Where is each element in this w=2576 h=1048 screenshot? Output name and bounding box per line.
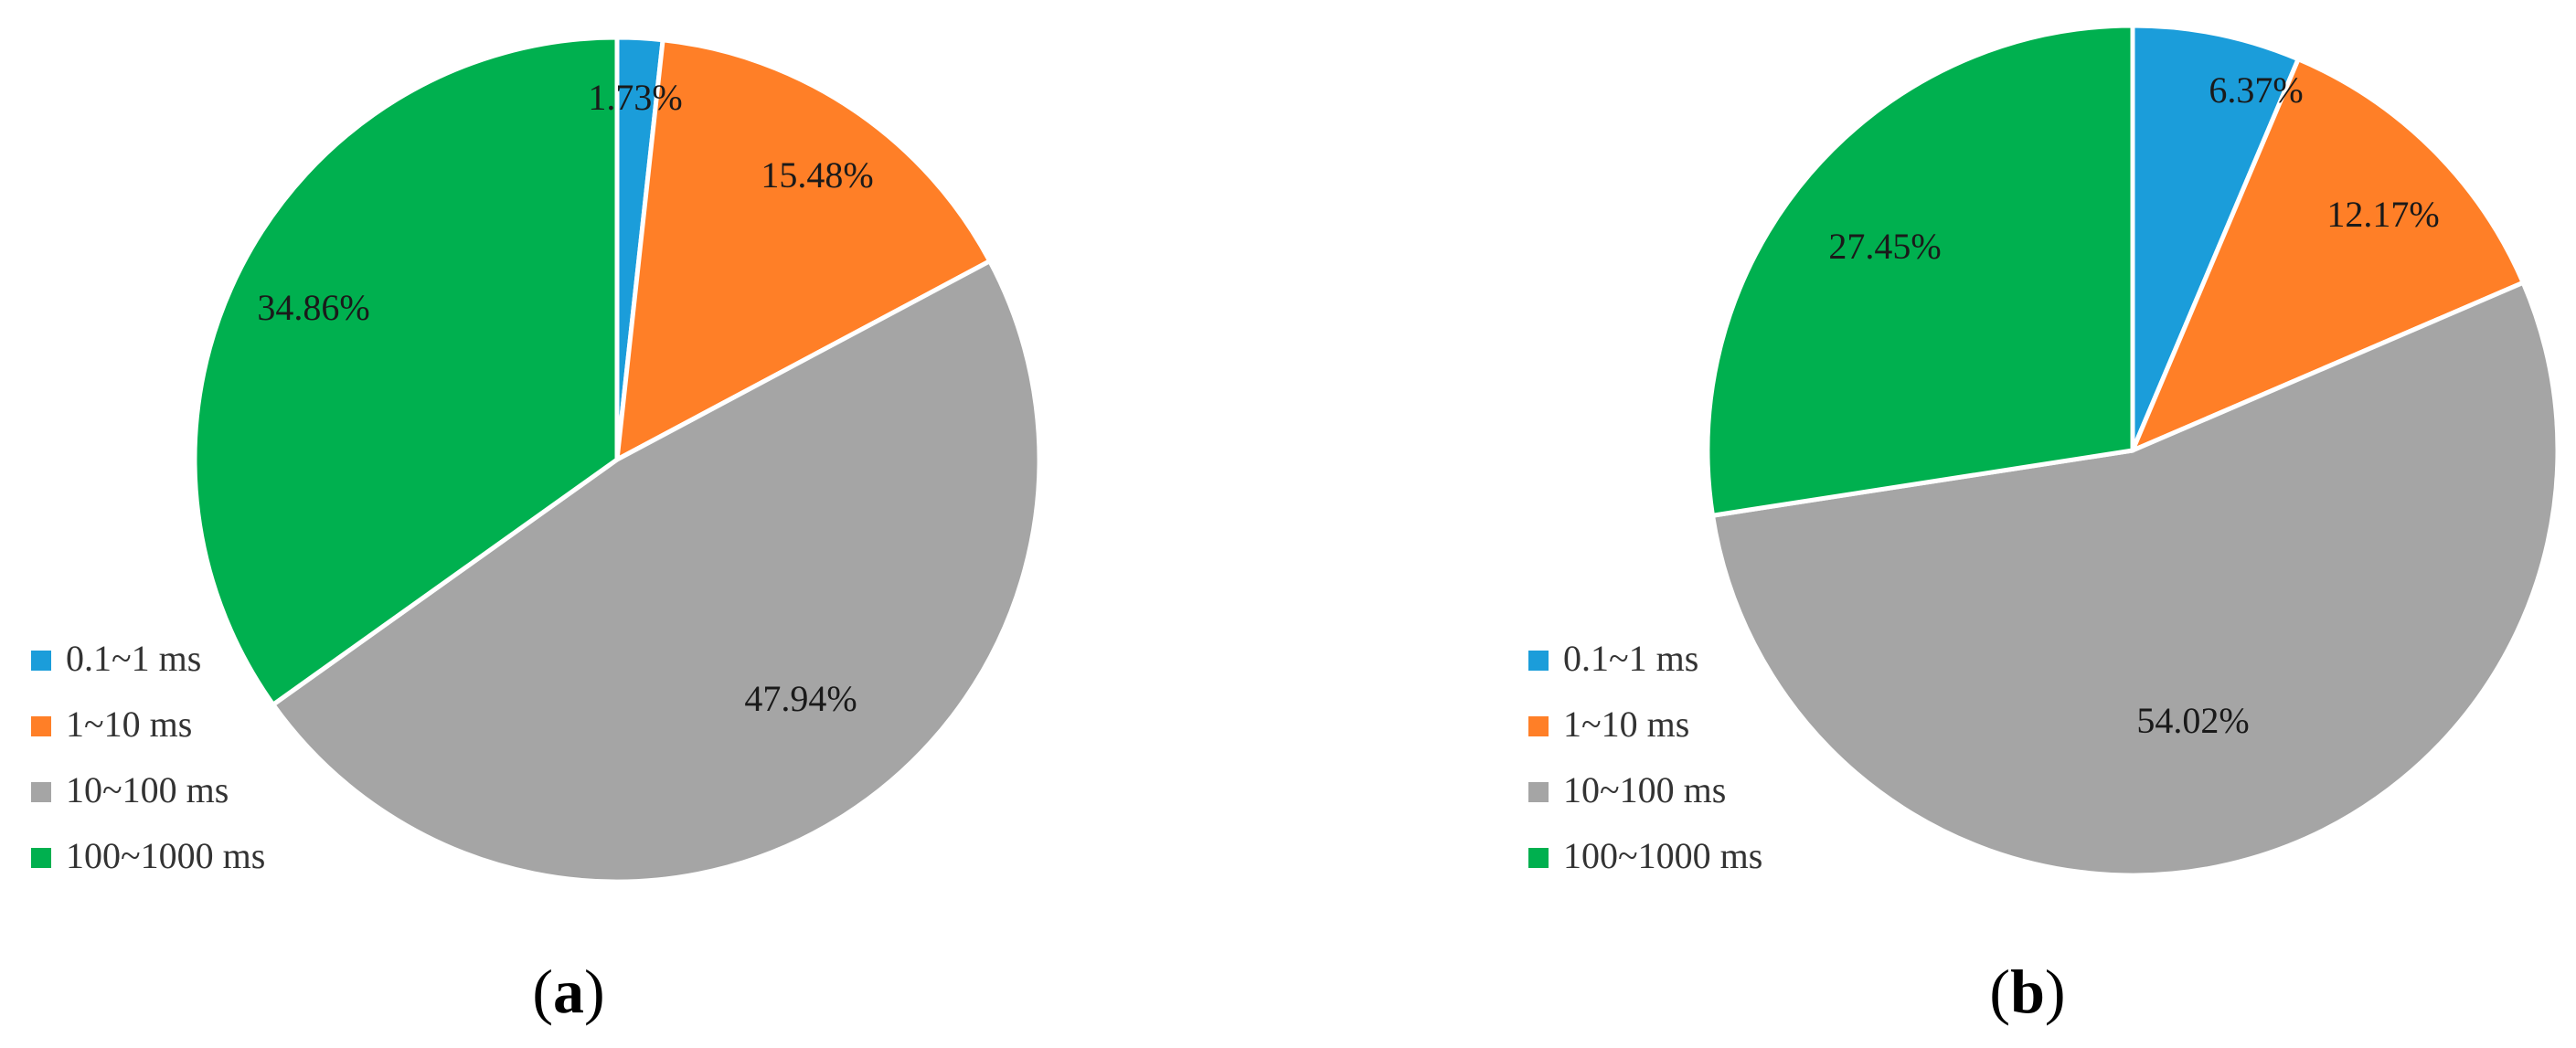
legend-label-10-100ms: 10~100 ms <box>1563 769 1726 810</box>
pie-slices <box>1705 23 2560 878</box>
pie-data-labels: 6.37% 12.17% 54.02% 27.45% <box>1828 69 2439 741</box>
panel-label-a: (a) <box>532 957 604 1026</box>
panel-label-b: (b) <box>1989 957 2065 1026</box>
data-label-100-1000ms: 27.45% <box>1828 226 1941 267</box>
legend-swatch-1-10ms <box>31 716 51 736</box>
slice-1-10ms <box>2130 57 2526 453</box>
legend-label-100-1000ms: 100~1000 ms <box>66 835 265 876</box>
pie-chart-b: 6.37% 12.17% 54.02% 27.45% 0.1~1 ms 1~10… <box>1528 23 2560 1026</box>
data-label-10-100ms: 47.94% <box>744 678 857 719</box>
legend: 0.1~1 ms 1~10 ms 10~100 ms 100~1000 ms <box>1528 638 1762 876</box>
legend-label-1-10ms: 1~10 ms <box>66 704 192 745</box>
pie-data-labels: 1.73% 15.48% 47.94% 34.86% <box>257 77 873 719</box>
legend-label-10-100ms: 10~100 ms <box>66 769 229 810</box>
legend-swatch-1-10ms <box>1528 716 1549 736</box>
legend-swatch-100-1000ms <box>31 848 51 868</box>
data-label-1-10ms: 12.17% <box>2326 194 2439 235</box>
data-label-1-10ms: 15.48% <box>761 154 873 196</box>
legend-swatch-100-1000ms <box>1528 848 1549 868</box>
slice-10-100ms <box>271 259 1042 884</box>
data-label-100-1000ms: 34.86% <box>257 287 369 328</box>
data-label-10-100ms: 54.02% <box>2136 700 2249 741</box>
legend-swatch-0-1ms <box>31 651 51 671</box>
legend-label-100-1000ms: 100~1000 ms <box>1563 835 1762 876</box>
slice-100-1000ms <box>192 35 620 707</box>
slice-100-1000ms <box>1705 23 2135 518</box>
data-label-0-1ms: 6.37% <box>2209 69 2303 111</box>
legend-swatch-10-100ms <box>1528 782 1549 802</box>
data-label-0-1ms: 1.73% <box>588 77 682 118</box>
legend-swatch-10-100ms <box>31 782 51 802</box>
pie-slices <box>192 35 1042 884</box>
legend: 0.1~1 ms 1~10 ms 10~100 ms 100~1000 ms <box>31 638 265 876</box>
legend-swatch-0-1ms <box>1528 651 1549 671</box>
pie-chart-a: 1.73% 15.48% 47.94% 34.86% 0.1~1 ms 1~10… <box>31 35 1042 1026</box>
legend-label-0-1ms: 0.1~1 ms <box>66 638 201 679</box>
legend-label-0-1ms: 0.1~1 ms <box>1563 638 1698 679</box>
slice-1-10ms <box>614 37 993 462</box>
slice-10-100ms <box>1709 280 2560 878</box>
slice-0-1ms <box>2130 23 2301 453</box>
legend-label-1-10ms: 1~10 ms <box>1563 704 1689 745</box>
